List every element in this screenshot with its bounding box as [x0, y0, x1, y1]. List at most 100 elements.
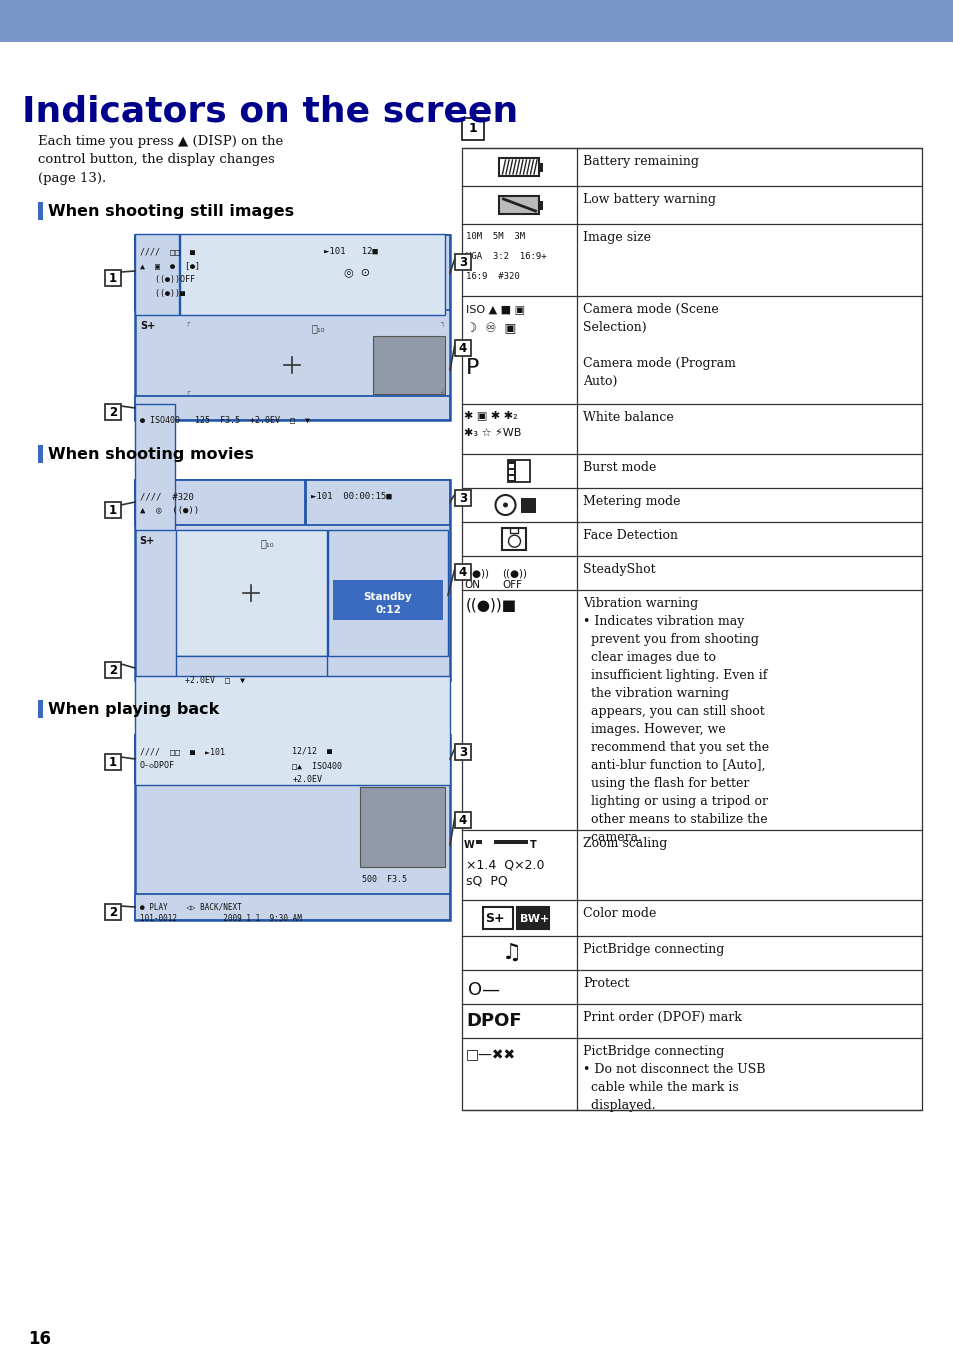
Text: ISO ▲ ■ ▣: ISO ▲ ■ ▣: [465, 304, 524, 313]
Text: 16:9  #320: 16:9 #320: [465, 271, 519, 281]
Text: S+: S+: [139, 536, 154, 546]
Text: Burst mode: Burst mode: [582, 461, 656, 474]
Text: 101-0012          2009 1 1  9:30 AM: 101-0012 2009 1 1 9:30 AM: [140, 915, 301, 923]
Text: ✱₃ ☆ ⚡WB: ✱₃ ☆ ⚡WB: [463, 427, 521, 438]
Bar: [175, 531, 326, 655]
Text: 4: 4: [458, 566, 467, 578]
Bar: [38, 202, 43, 220]
Text: 12/12  ■: 12/12 ■: [293, 746, 333, 756]
Text: O-◇DPOF: O-◇DPOF: [140, 761, 174, 769]
Text: Protect: Protect: [582, 977, 629, 991]
Text: T: T: [530, 840, 537, 849]
Bar: [0, 0, 953, 42]
Text: sQ  PQ: sQ PQ: [465, 875, 507, 887]
Bar: [135, 233, 179, 315]
Text: ((●))
ON: ((●)) ON: [463, 569, 489, 590]
Text: ((●))OFF: ((●))OFF: [140, 275, 194, 284]
Text: Standby
0:12: Standby 0:12: [363, 592, 412, 615]
Text: +2.0EV  □  ▼: +2.0EV □ ▼: [185, 674, 245, 684]
Text: VGA  3:2  16:9+: VGA 3:2 16:9+: [465, 252, 546, 261]
Bar: [481, 840, 494, 844]
Text: 2: 2: [109, 905, 117, 919]
Text: ►101  00:00:15■: ►101 00:00:15■: [311, 493, 392, 501]
Text: 500  F3.5: 500 F3.5: [361, 875, 407, 883]
Text: 4: 4: [458, 342, 467, 354]
Bar: [105, 502, 121, 518]
Text: Zoom scaling: Zoom scaling: [582, 837, 667, 849]
Bar: [105, 904, 121, 920]
Bar: [502, 528, 526, 550]
Bar: [455, 565, 471, 579]
Text: Camera mode (Scene
Selection)

Camera mode (Program
Auto): Camera mode (Scene Selection) Camera mod…: [582, 303, 735, 388]
Text: 3: 3: [458, 491, 467, 505]
Text: Color mode: Color mode: [582, 906, 656, 920]
Bar: [105, 754, 121, 769]
Text: ⌛₁₀: ⌛₁₀: [312, 323, 325, 332]
Text: ◎  ⊙: ◎ ⊙: [344, 267, 370, 277]
Bar: [38, 445, 43, 463]
Text: When shooting still images: When shooting still images: [48, 204, 294, 218]
Bar: [135, 894, 450, 920]
Text: □▲  ISO400: □▲ ISO400: [293, 761, 342, 769]
Text: ● ISO400   125  F3.5  +2.0EV  □  ▼: ● ISO400 125 F3.5 +2.0EV □ ▼: [140, 415, 310, 423]
Text: ×1.4  Q×2.0: ×1.4 Q×2.0: [465, 858, 544, 871]
Bar: [135, 404, 174, 531]
Text: Low battery warning: Low battery warning: [582, 193, 716, 206]
Text: 1: 1: [109, 756, 117, 768]
Bar: [501, 160, 535, 174]
Text: Battery remaining: Battery remaining: [582, 155, 699, 168]
Bar: [539, 201, 543, 209]
Bar: [455, 490, 471, 506]
Text: S+: S+: [485, 912, 504, 925]
Bar: [105, 404, 121, 421]
Text: 1: 1: [109, 503, 117, 517]
Bar: [306, 480, 450, 525]
Bar: [135, 735, 450, 920]
Text: 1: 1: [109, 271, 117, 285]
Text: Vibration warning
• Indicates vibration may
  prevent you from shooting
  clear : Vibration warning • Indicates vibration …: [582, 597, 768, 844]
Bar: [455, 254, 471, 270]
Circle shape: [502, 502, 507, 508]
Bar: [461, 118, 483, 140]
Text: SteadyShot: SteadyShot: [582, 563, 655, 575]
Bar: [135, 235, 450, 421]
Text: ▲  ▣  ●  [●]: ▲ ▣ ● [●]: [140, 261, 200, 270]
Text: ┌: ┌: [185, 389, 189, 396]
Bar: [509, 476, 514, 480]
Bar: [509, 464, 514, 468]
Text: ►101   12■: ►101 12■: [324, 247, 377, 256]
Text: O—: O—: [468, 981, 499, 999]
Text: ┐: ┐: [439, 322, 444, 327]
Text: ((●))■: ((●))■: [465, 598, 517, 613]
Bar: [38, 700, 43, 718]
Bar: [135, 735, 450, 783]
Text: DPOF: DPOF: [465, 1012, 521, 1030]
Bar: [373, 337, 444, 394]
Bar: [135, 480, 450, 680]
Text: ┌: ┌: [185, 322, 189, 327]
Text: When shooting movies: When shooting movies: [48, 446, 253, 461]
Text: ((●))■: ((●))■: [140, 289, 185, 299]
Text: ////  □□  ■: //// □□ ■: [140, 247, 194, 256]
Bar: [499, 195, 539, 214]
Bar: [180, 233, 444, 315]
Text: ● PLAY    ◁▷ BACK/NEXT: ● PLAY ◁▷ BACK/NEXT: [140, 902, 241, 912]
Text: 10M  5M  3M: 10M 5M 3M: [465, 232, 524, 242]
Bar: [499, 157, 539, 176]
Text: 2: 2: [109, 664, 117, 677]
Bar: [455, 811, 471, 828]
Text: PictBridge connecting: PictBridge connecting: [582, 943, 723, 955]
Bar: [359, 787, 444, 867]
Text: Each time you press ▲ (DISP) on the
control button, the display changes
(page 13: Each time you press ▲ (DISP) on the cont…: [38, 134, 283, 185]
Bar: [521, 498, 536, 513]
Bar: [175, 655, 326, 680]
Text: W: W: [463, 840, 475, 849]
Bar: [328, 531, 448, 655]
Text: 16: 16: [28, 1330, 51, 1348]
Text: 1: 1: [468, 122, 476, 136]
Text: □—✖✖: □—✖✖: [465, 1048, 516, 1063]
Text: Print order (DPOF) mark: Print order (DPOF) mark: [582, 1011, 741, 1025]
Bar: [476, 840, 527, 844]
Text: ✱ ▣ ✱ ✱₂: ✱ ▣ ✱ ✱₂: [463, 410, 517, 421]
Bar: [483, 906, 513, 930]
